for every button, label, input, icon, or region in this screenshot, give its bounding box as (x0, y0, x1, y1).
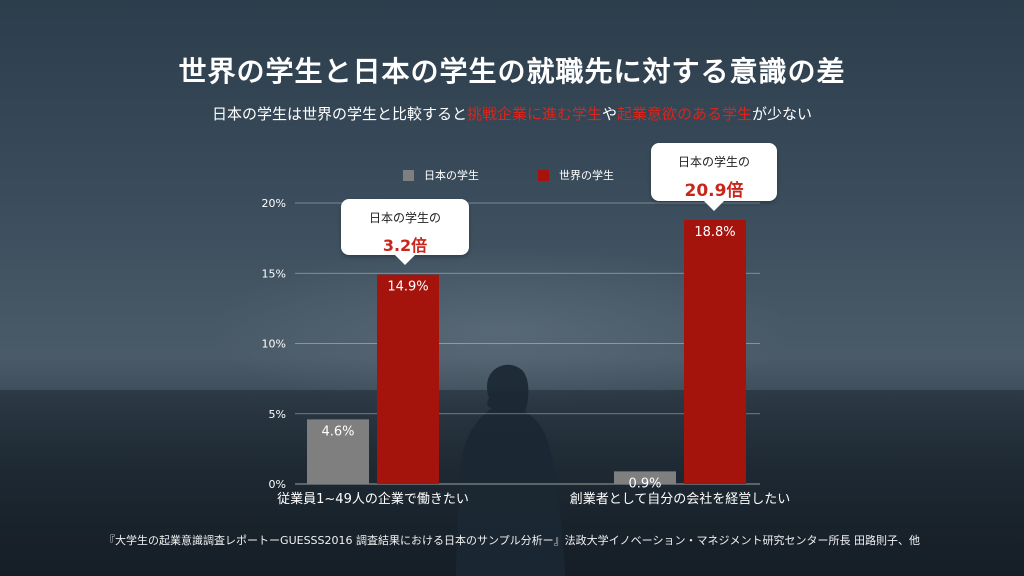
legend-label-world: 世界の学生 (559, 169, 614, 182)
legend-swatch-world (538, 169, 549, 181)
subtitle: 日本の学生は世界の学生と比較すると挑戦企業に進む学生や起業意欲のある学生が少ない (0, 103, 1024, 124)
bar (684, 219, 746, 485)
subtitle-text-3: が少ない (752, 105, 813, 123)
y-tick-label: 15% (262, 267, 286, 280)
legend-label-japan: 日本の学生 (424, 169, 479, 182)
bar (377, 274, 439, 484)
legend-swatch-japan (403, 169, 414, 181)
source-footnote: 『大学生の起業意識調査レポートーGUESSS2016 調査結果における日本のサン… (104, 534, 920, 547)
callout-ratio-founder: 日本の学生の 20.9倍 (651, 143, 777, 211)
subtitle-text-2: や (601, 105, 617, 123)
page-title: 世界の学生と日本の学生の就職先に対する意識の差 (178, 55, 846, 88)
bar (307, 419, 369, 484)
callout-value: 3.2倍 (382, 236, 428, 255)
data-label: 14.9% (387, 280, 428, 295)
subtitle-highlight-startup: 起業意欲のある学生 (617, 105, 753, 123)
legend-item-japan: 日本の学生 (403, 167, 479, 183)
callout-value: 20.9倍 (684, 181, 744, 201)
x-category-label: 従業員1~49人の企業で働きたい (277, 491, 469, 507)
callout-label: 日本の学生の (368, 211, 441, 225)
callout-ratio-small-company: 日本の学生の 3.2倍 (341, 199, 469, 265)
y-tick-label: 5% (269, 408, 286, 421)
y-tick-label: 20% (262, 197, 286, 210)
data-label: 18.8% (694, 225, 735, 240)
y-tick-label: 10% (262, 338, 286, 351)
x-category-label: 創業者として自分の会社を経営したい (570, 491, 791, 507)
y-tick-label: 0% (269, 478, 286, 491)
subtitle-text-1: 日本の学生は世界の学生と比較すると (211, 105, 467, 123)
callout-label: 日本の学生の (677, 155, 750, 169)
bar (614, 471, 676, 484)
data-label: 0.9% (628, 476, 661, 491)
legend-item-world: 世界の学生 (538, 167, 614, 183)
data-label: 4.6% (321, 424, 354, 439)
subtitle-highlight-challenge: 挑戦企業に進む学生 (466, 105, 602, 123)
